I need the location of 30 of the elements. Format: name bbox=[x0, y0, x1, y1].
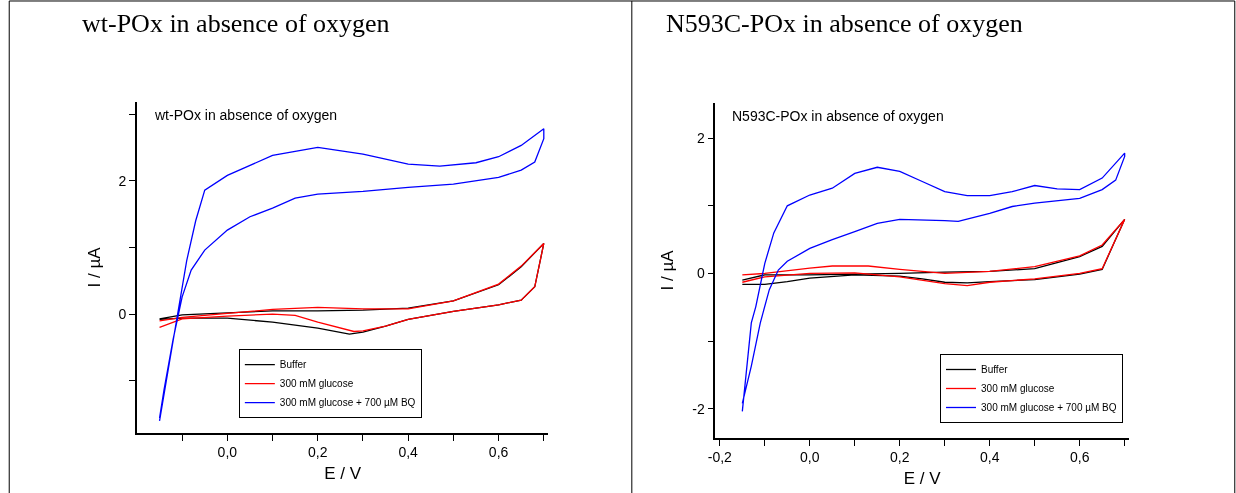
legend-label: Buffer bbox=[981, 364, 1009, 376]
legend-label: 300 mM glucose + 700 µM BQ bbox=[981, 402, 1117, 414]
y-tick-label: -2 bbox=[692, 400, 705, 417]
annotation: wt-POx in absence of oxygen bbox=[154, 107, 338, 123]
line-series bbox=[741, 152, 1126, 413]
x-tick-label: 0,4 bbox=[979, 449, 1000, 466]
x-tick-label: -0,2 bbox=[707, 449, 733, 466]
x-axis-title: E / V bbox=[903, 469, 942, 489]
annotation: N593C-POx in absence of oxygen bbox=[732, 108, 944, 124]
y-axis-title: I / µA bbox=[658, 249, 678, 291]
legend-label: 300 mM glucose bbox=[981, 383, 1055, 395]
legend-label: 300 mM glucose bbox=[279, 378, 354, 390]
x-tick-label: 0,2 bbox=[308, 444, 328, 461]
chart-title: N593C-POx in absence of oxygen bbox=[666, 9, 1023, 38]
legend-label: Buffer bbox=[279, 359, 308, 371]
chart-title: wt-POx in absence of oxygen bbox=[82, 9, 390, 38]
x-axis-title: E / V bbox=[324, 464, 362, 484]
legend-label: 300 mM glucose + 700 µM BQ bbox=[279, 397, 416, 409]
line-series bbox=[158, 128, 545, 422]
x-tick-label: 0,0 bbox=[800, 449, 820, 466]
y-tick-label: 2 bbox=[696, 130, 705, 147]
y-tick-label: 0 bbox=[696, 265, 705, 282]
y-axis-title: I / µA bbox=[84, 246, 104, 288]
x-tick-label: 0,0 bbox=[217, 444, 238, 461]
y-tick-label: 0 bbox=[118, 306, 127, 323]
x-tick-label: 0,6 bbox=[488, 444, 509, 461]
x-tick-label: 0,2 bbox=[890, 449, 910, 466]
x-tick-label: 0,6 bbox=[1069, 449, 1090, 466]
y-tick-label: 2 bbox=[118, 172, 127, 189]
x-tick-label: 0,4 bbox=[398, 444, 419, 461]
